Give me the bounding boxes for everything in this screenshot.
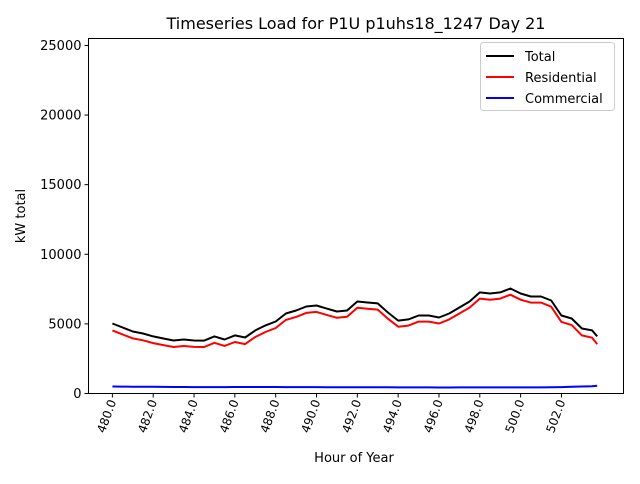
x-tick-label: 494.0 — [380, 398, 405, 435]
y-tick-label: 25000 — [40, 39, 81, 54]
y-tick-label: 0 — [73, 387, 81, 402]
chart-title: Timeseries Load for P1U p1uhs18_1247 Day… — [166, 14, 546, 34]
y-axis-label: kW total — [14, 189, 29, 243]
y-tick-label: 15000 — [40, 178, 81, 193]
plot-marks — [112, 287, 598, 389]
x-tick-label: 490.0 — [298, 398, 323, 435]
x-tick-label: 480.0 — [94, 398, 119, 435]
x-axis: 480.0 482.0 484.0 486.0 488.0 490.0 492.0 494.0… — [94, 393, 568, 435]
series-line-residential — [112, 293, 598, 348]
plot-frame — [88, 38, 624, 394]
x-tick-label: 496.0 — [421, 398, 446, 435]
x-tick-label: 482.0 — [135, 398, 160, 435]
x-tick-label: 488.0 — [258, 398, 283, 435]
legend-label-total: Total — [524, 50, 555, 65]
y-tick-label: 20000 — [40, 109, 81, 124]
x-axis-label: Hour of Year — [314, 451, 394, 466]
x-tick-label: 492.0 — [339, 398, 364, 435]
legend: Total Residential Commercial — [480, 42, 615, 111]
x-tick-label: 498.0 — [462, 398, 487, 435]
legend-label-residential: Residential — [525, 71, 597, 86]
series-line-commercial — [112, 384, 598, 389]
series-line-total — [112, 287, 598, 342]
legend-label-commercial: Commercial — [525, 92, 603, 107]
x-tick-label: 484.0 — [176, 398, 201, 435]
y-tick-label: 5000 — [48, 317, 81, 332]
y-tick-label: 10000 — [40, 248, 81, 263]
y-axis: 0 5000 10000 15000 20000 25000 — [40, 39, 89, 402]
x-tick-label: 500.0 — [503, 398, 528, 435]
x-tick-label: 502.0 — [543, 398, 568, 435]
x-tick-label: 486.0 — [217, 398, 242, 435]
legend-box — [480, 42, 615, 111]
